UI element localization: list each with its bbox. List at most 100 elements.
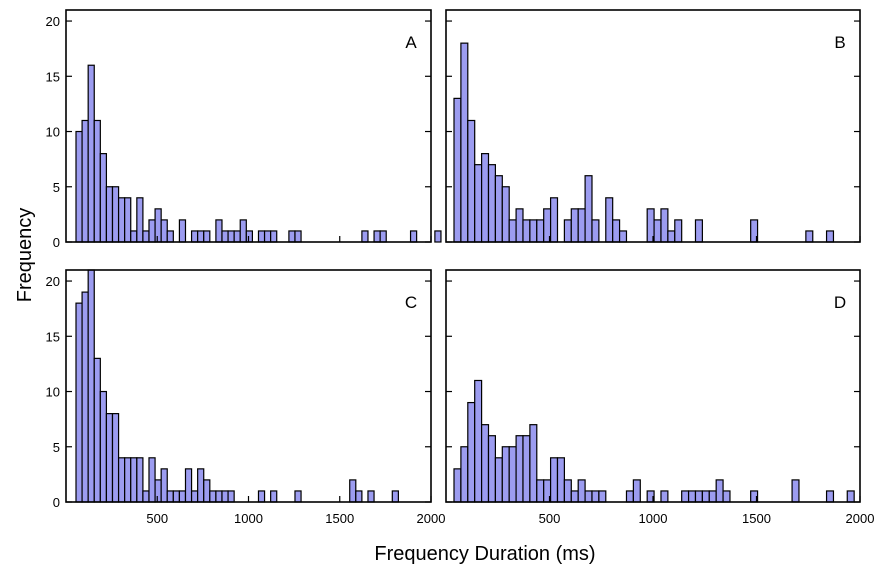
histogram-bar [172,490,181,503]
histogram-bar [563,219,572,243]
histogram-bar [81,291,89,503]
x-axis-title: Frequency Duration (ms) [374,543,595,565]
histogram-bar [117,457,126,503]
histogram-bar [203,230,211,243]
panels: A 0 5 10 15 20 B C 0 5 10 15 20 500 1000 1500 2000 D 500 10… [46,9,874,526]
histogram-bar [529,424,538,503]
histogram-bar [618,230,628,243]
histogram-bar [825,230,835,243]
histogram-bar [239,219,247,243]
histogram-bar [584,175,593,243]
histogram-bar [373,230,381,243]
y-tick-label: 0 [53,235,60,250]
y-tick-label: 10 [46,125,60,140]
histogram-bar [501,446,510,503]
histogram-bar [494,457,503,503]
histogram-bar [487,435,497,503]
histogram-bar [227,230,235,243]
histogram-bar [178,490,187,503]
histogram-bar [570,208,579,243]
histogram-bar [130,230,138,243]
histogram-bar [474,164,483,243]
histogram-bar [263,230,272,243]
histogram-bar [105,413,114,503]
y-tick-label: 0 [53,495,60,510]
histogram-bar [460,446,469,503]
histogram-bar [190,230,199,243]
panel-label: C [405,293,417,312]
histogram-bar [288,230,296,243]
histogram-bar [460,42,469,243]
histogram-bar [270,490,278,503]
histogram-bar [536,479,545,503]
histogram-bar [529,219,538,243]
histogram-bar [474,379,483,503]
histogram-bar [522,435,531,503]
histogram-bar [197,230,205,243]
histogram-bar [722,490,731,503]
histogram-bar [93,119,101,243]
x-tick-label: 500 [146,511,168,526]
histogram-bar [245,230,254,243]
histogram-bar [215,219,223,243]
histogram-bar [612,219,621,243]
histogram-bar [160,219,168,243]
histogram-bar [178,219,187,243]
histogram-bar [846,490,855,503]
histogram-bar [791,479,800,503]
histogram-bar [124,457,132,503]
histogram-bar [522,219,531,243]
panel-label: B [834,33,845,52]
histogram-bar [701,490,710,503]
y-tick-label: 15 [46,69,60,84]
histogram-bar [160,468,168,503]
histogram-bar [367,490,375,503]
histogram-bar [166,230,174,243]
histogram-bar [136,197,144,243]
histogram-bar [257,490,266,503]
histogram-bar [227,490,235,503]
histogram-bar [694,219,703,243]
histogram-bar [99,390,108,503]
histogram-bar [715,479,724,503]
histogram-bar [584,490,593,503]
x-tick-label: 2000 [417,511,446,526]
histogram-bar [536,219,545,243]
histogram-bar [501,186,510,243]
y-tick-label: 5 [53,180,60,195]
histogram-bar [294,230,302,243]
histogram-bar [508,446,517,503]
histogram-bar [508,219,517,243]
histogram-bar [625,490,634,503]
y-tick-label: 20 [46,14,60,29]
histogram-bar [111,186,120,243]
histogram-bar [453,97,462,243]
histogram-bar [142,490,150,503]
histogram-bar [591,490,600,503]
y-tick-label: 5 [53,440,60,455]
histogram-bar [148,219,156,243]
histogram-bar [87,64,95,243]
histogram-bar [667,230,676,243]
histogram-bar [124,197,132,243]
histogram-bar [549,457,559,503]
panel-b: B [445,9,861,243]
histogram-bar [221,490,229,503]
histogram-bar [215,490,223,503]
histogram-bar [409,230,418,243]
histogram-bar [221,230,229,243]
histogram-bar [515,208,524,243]
x-tick-label: 1000 [234,511,263,526]
histogram-bar [577,208,586,243]
histogram-bar [467,119,476,243]
histogram-bar [203,479,211,503]
histogram-bar [708,490,717,503]
histogram-bar [563,479,572,503]
panel-a: A 0 5 10 15 20 [46,9,442,250]
x-tick-label: 1000 [639,511,668,526]
histogram-bar [117,197,126,243]
histogram-bar [494,175,503,243]
histogram-bar [434,230,442,243]
histogram-bar [257,230,266,243]
